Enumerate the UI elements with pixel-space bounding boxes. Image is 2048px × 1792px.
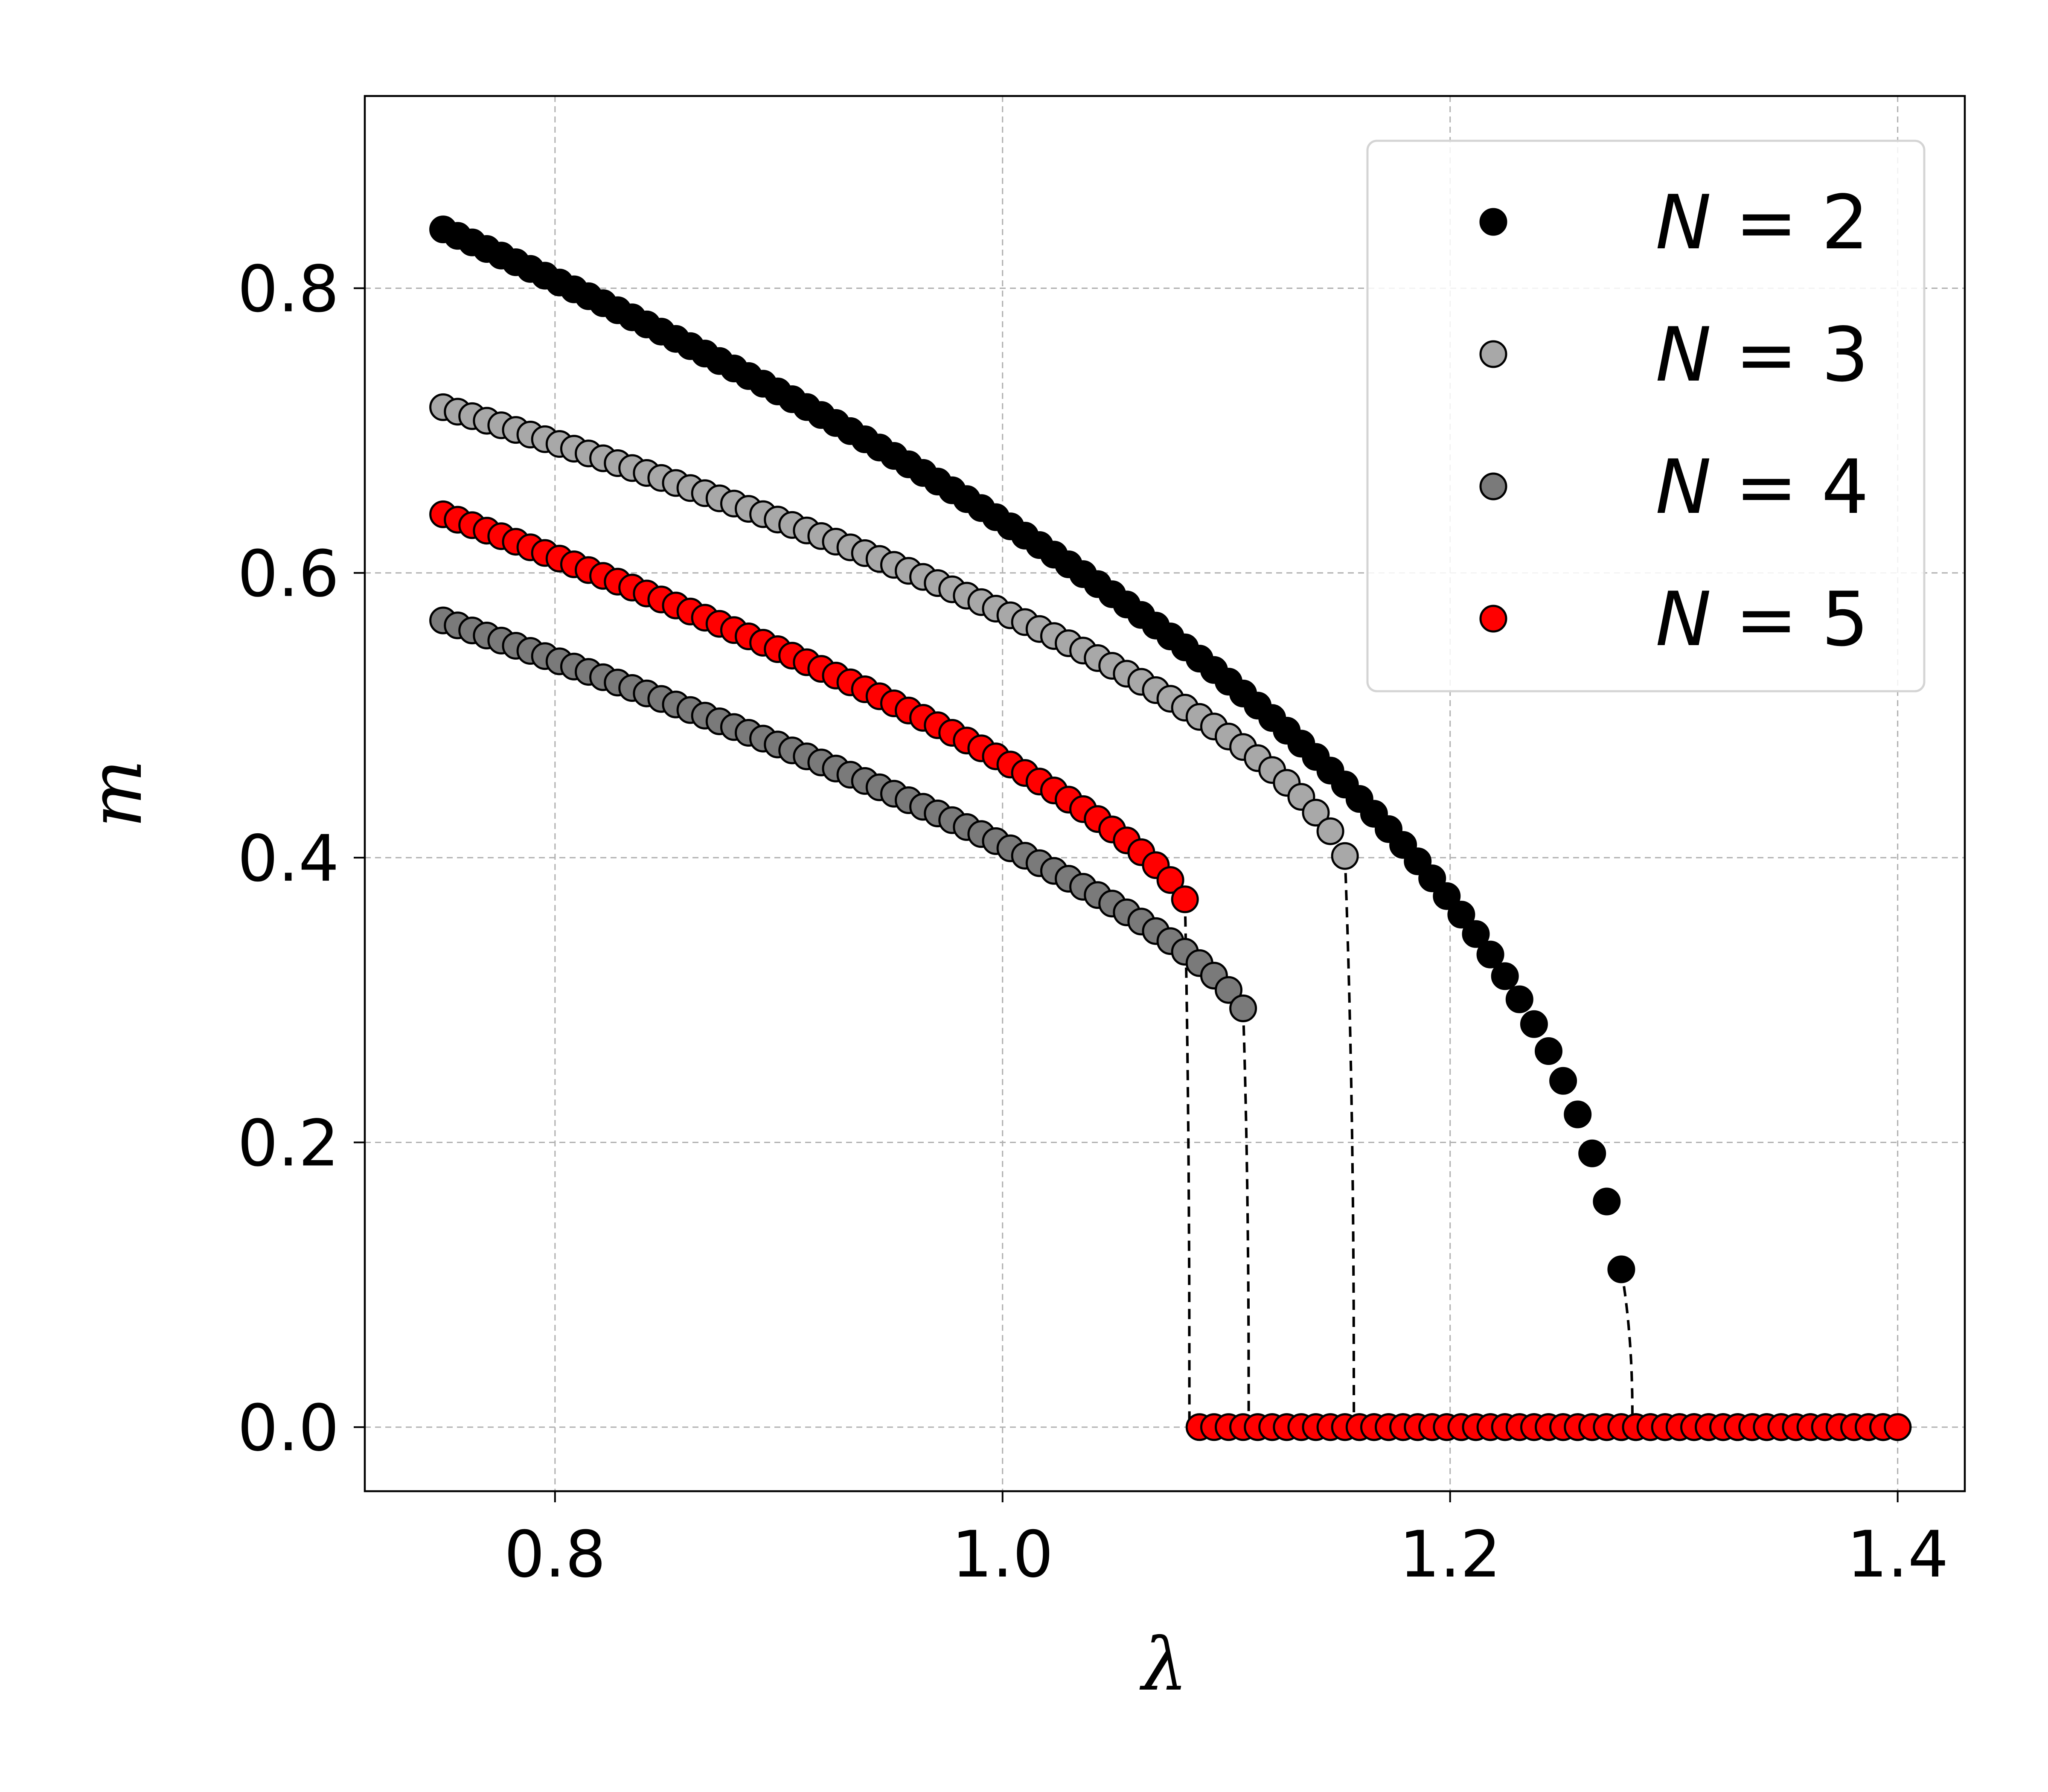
legend-label: N = 3: [1655, 312, 1869, 399]
legend: N = 2N = 3N = 4N = 5: [1366, 140, 1926, 692]
data-points: [429, 215, 1912, 1441]
y-tick-label: 0.2: [237, 1107, 339, 1181]
data-point: [1593, 1187, 1621, 1216]
data-point: [1418, 864, 1446, 893]
transition-guide: [1344, 856, 1356, 1427]
legend-marker: [1479, 472, 1507, 500]
plot-frame: [364, 95, 1966, 1492]
legend-entry: N = 3: [1479, 312, 1869, 399]
y-tick-label: 0.6: [237, 537, 339, 611]
data-point: [1316, 817, 1344, 845]
data-point: [1491, 962, 1519, 990]
transition-guide: [1620, 1269, 1634, 1427]
series-5: [429, 500, 1912, 1441]
x-tick-label: 0.8: [504, 1518, 606, 1592]
legend-marker: [1479, 340, 1507, 368]
series-4: [429, 606, 1912, 1441]
data-point: [1564, 1100, 1592, 1129]
transition-guide-lines: [1184, 856, 1634, 1427]
legend-entries: N = 2N = 3N = 4N = 5: [1479, 180, 1869, 663]
data-point: [1215, 976, 1242, 1004]
legend-marker: [1479, 605, 1507, 633]
data-point: [1433, 882, 1461, 910]
data-point: [1535, 1037, 1562, 1065]
legend-box: [1366, 140, 1926, 692]
data-point: [1578, 1139, 1606, 1167]
legend-entry: N = 2: [1479, 180, 1869, 266]
data-point: [1462, 920, 1490, 948]
data-point: [1447, 901, 1475, 929]
legend-n-value: = 5: [1711, 576, 1869, 663]
legend-entry: N = 5: [1479, 576, 1869, 663]
data-point: [1607, 1255, 1635, 1283]
data-point: [1549, 1067, 1577, 1095]
data-point: [1156, 866, 1184, 894]
x-axis-label: λ: [1139, 1623, 1188, 1707]
transition-guide: [1184, 899, 1191, 1427]
y-tick-label: 0.0: [237, 1391, 339, 1466]
legend-label: N = 5: [1655, 576, 1869, 663]
x-tick-label: 1.4: [1847, 1518, 1949, 1592]
x-tick-label: 1.0: [951, 1518, 1053, 1592]
legend-n-value: = 4: [1711, 444, 1869, 531]
legend-n-symbol: N: [1655, 444, 1711, 531]
legend-n-value: = 2: [1711, 180, 1869, 266]
data-point: [1884, 1413, 1912, 1441]
legend-marker: [1479, 208, 1507, 236]
x-tick-label: 1.2: [1399, 1518, 1501, 1592]
data-point: [1229, 994, 1257, 1022]
data-point: [1171, 885, 1199, 913]
data-point: [1520, 1010, 1548, 1038]
y-tick-label: 0.8: [237, 252, 339, 326]
y-axis-label: m: [74, 759, 158, 828]
y-tick-label: 0.4: [237, 822, 339, 896]
data-point: [1302, 799, 1330, 827]
legend-n-symbol: N: [1655, 312, 1711, 399]
legend-n-value: = 3: [1711, 312, 1869, 399]
legend-n-symbol: N: [1655, 576, 1711, 663]
data-point: [1331, 842, 1359, 870]
transition-guide: [1242, 1008, 1250, 1427]
data-point: [1476, 940, 1504, 969]
data-point: [1505, 985, 1533, 1013]
legend-label: N = 2: [1655, 180, 1869, 266]
legend-n-symbol: N: [1655, 180, 1711, 266]
legend-entry: N = 4: [1479, 444, 1869, 531]
axis-ticks: 0.8 1.0 1.2 1.4 0.0 0.2 0.4 0.6 0.8: [237, 252, 1949, 1592]
legend-label: N = 4: [1655, 444, 1869, 531]
